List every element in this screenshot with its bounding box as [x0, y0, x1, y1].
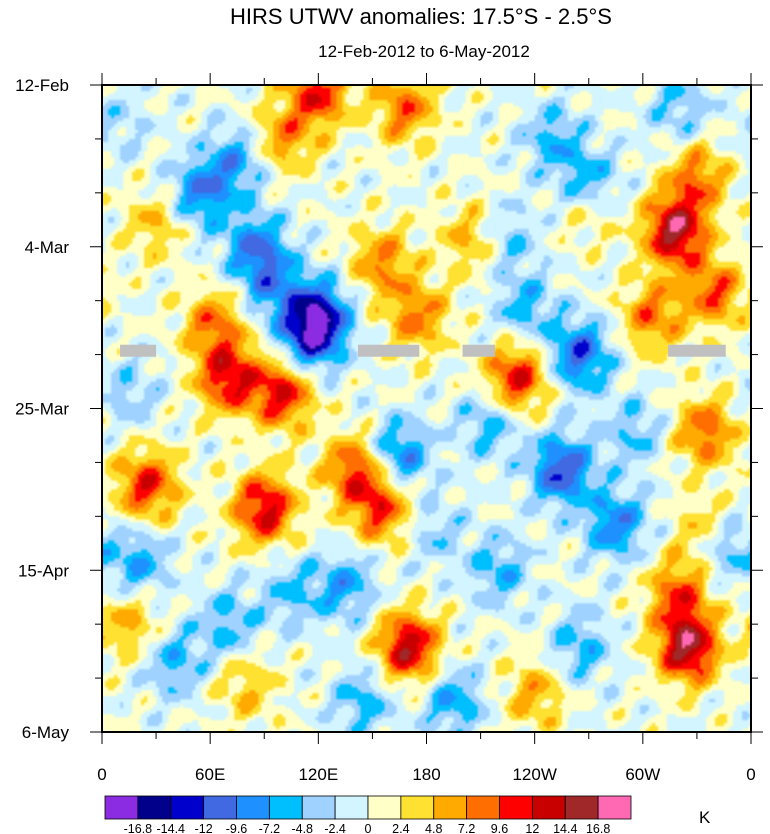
- colorbar-tick-label: -4.8: [291, 822, 313, 834]
- colorbar-tick-label: -7.2: [259, 822, 281, 834]
- colorbar-tick-label: 12: [525, 822, 539, 834]
- colorbar-tick-label: 2.4: [392, 822, 409, 834]
- colorbar-swatch: [301, 795, 336, 820]
- y-tick-label: 6-May: [22, 723, 70, 742]
- colorbar-swatch: [433, 795, 468, 820]
- colorbar-swatch: [236, 795, 270, 820]
- colorbar-swatch: [170, 795, 205, 820]
- x-tick-label: 120E: [298, 765, 338, 784]
- x-tick-label: 0: [97, 765, 106, 784]
- missing-data-bar: [462, 344, 496, 357]
- x-tick-label: 60E: [195, 765, 225, 784]
- colorbar-tick-label: 0: [365, 822, 372, 834]
- colorbar-unit: K: [699, 808, 711, 827]
- x-tick-label: 120W: [512, 765, 556, 784]
- colorbar-swatch: [137, 795, 172, 820]
- colorbar-swatch: [334, 795, 369, 820]
- chart-title: HIRS UTWV anomalies: 17.5°S - 2.5°S: [230, 4, 612, 29]
- colorbar-tick-label: -14.4: [157, 822, 186, 834]
- y-tick-label: 15-Apr: [18, 561, 69, 580]
- colorbar: -16.8 -14.4 -12 -9.6 -7.2 -4.8 -2.4 0 2.4 4.8 7.2 9…: [104, 795, 632, 834]
- x-axis: 0 60E 120E 180 120W 60W 0: [97, 73, 756, 784]
- y-tick-label: 4-Mar: [25, 238, 70, 257]
- colorbar-swatch: [268, 795, 303, 820]
- colorbar-swatch: [466, 795, 500, 820]
- colorbar-swatch: [104, 795, 139, 820]
- chart-subtitle: 12-Feb-2012 to 6-May-2012: [318, 42, 530, 61]
- missing-data-bar: [120, 344, 157, 357]
- y-axis: 12-Feb 4-Mar 25-Mar 15-Apr 6-May: [15, 76, 763, 742]
- colorbar-swatch: [203, 795, 237, 820]
- colorbar-tick-label: 14.4: [553, 822, 577, 834]
- colorbar-swatch: [400, 795, 435, 820]
- colorbar-tick-label: -16.8: [124, 822, 153, 834]
- missing-data-layer: [120, 344, 726, 357]
- y-tick-label: 12-Feb: [15, 76, 69, 95]
- colorbar-swatch: [564, 795, 599, 820]
- colorbar-swatch: [531, 795, 566, 820]
- colorbar-tick-label: -12: [195, 822, 213, 834]
- missing-data-bar: [357, 344, 420, 357]
- y-tick-label: 25-Mar: [15, 400, 69, 419]
- colorbar-swatch: [367, 795, 402, 820]
- colorbar-swatch: [597, 795, 632, 820]
- missing-data-bar: [668, 344, 726, 357]
- colorbar-tick-label: -2.4: [324, 822, 346, 834]
- plot-area: [102, 85, 751, 732]
- anomaly-field: [102, 85, 751, 732]
- x-tick-label: 60W: [625, 765, 660, 784]
- x-tick-label: 180: [412, 765, 440, 784]
- colorbar-tick-label: 9.6: [491, 822, 508, 834]
- colorbar-tick-label: -9.6: [226, 822, 248, 834]
- x-tick-label: 0: [746, 765, 755, 784]
- colorbar-tick-label: 4.8: [425, 822, 442, 834]
- colorbar-tick-label: 7.2: [458, 822, 475, 834]
- colorbar-tick-label: 16.8: [586, 822, 610, 834]
- colorbar-swatch: [499, 795, 533, 820]
